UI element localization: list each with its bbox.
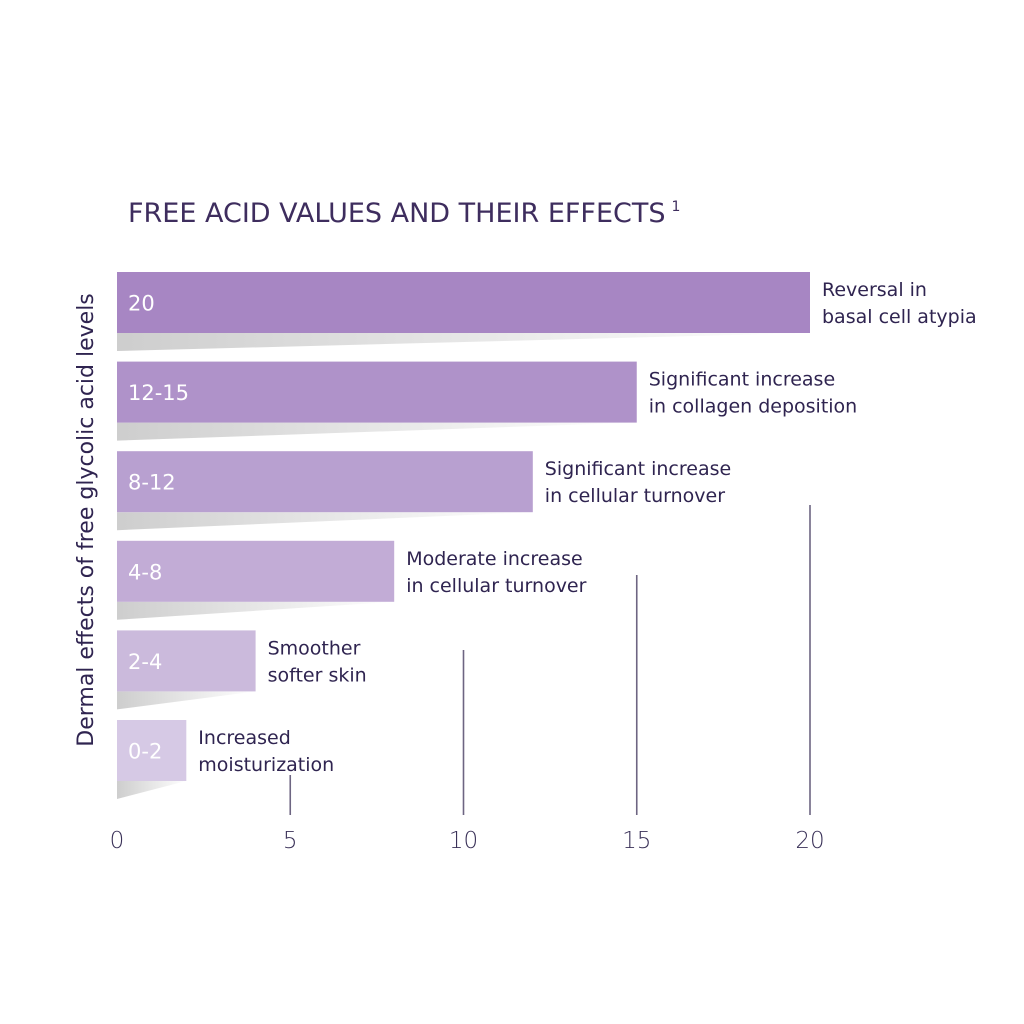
- bar-group: 2-4 Smoother softer skin: [117, 630, 367, 710]
- bar-effect-label: Significant increase in collagen depositi…: [649, 369, 857, 418]
- bars: 20 Reversal in basal cell atypia 12-15 Signi…: [117, 272, 977, 799]
- bar-shadow: [117, 512, 533, 531]
- bar-category-label: 0-2: [128, 740, 162, 764]
- y-axis-label: Dermal effects of free glycolic acid lev…: [74, 293, 99, 747]
- bar: [117, 361, 637, 423]
- bar-category-label: 2-4: [128, 650, 162, 674]
- chart-title: FREE ACID VALUES AND THEIR EFFECTS 1: [128, 198, 680, 229]
- x-tick-label: 10: [449, 828, 478, 854]
- x-tick-label: 5: [283, 828, 298, 854]
- bar-shadow: [117, 601, 395, 620]
- bar-effect-label: Significant increase in cellular turnover: [545, 458, 731, 507]
- bar-group: 20 Reversal in basal cell atypia: [117, 272, 977, 351]
- bar-category-label: 8-12: [128, 471, 176, 495]
- bar-group: 0-2 Increased moisturization: [117, 720, 334, 799]
- bar-group: 4-8 Moderate increase in cellular turnover: [117, 540, 587, 620]
- bar-effect-label: Reversal in basal cell atypia: [822, 279, 977, 328]
- title-superscript: 1: [672, 199, 681, 215]
- x-tick-label: 0: [110, 828, 125, 854]
- bar-effect-label: Smoother softer skin: [268, 637, 367, 686]
- bar-category-label: 4-8: [128, 560, 162, 584]
- bar-effect-label: Moderate increase in cellular turnover: [406, 548, 586, 597]
- bar-group: 8-12 Significant increase in cellular turn…: [117, 451, 731, 531]
- bar-category-label: 12-15: [128, 381, 189, 405]
- bar: [117, 720, 187, 781]
- bar: [117, 451, 533, 513]
- bar-shadow: [117, 333, 810, 351]
- bar-shadow: [117, 422, 637, 441]
- bar-category-label: 20: [128, 292, 155, 316]
- bar-shadow: [117, 691, 256, 710]
- bar: [117, 272, 810, 333]
- bar: [117, 630, 256, 692]
- bar-shadow: [117, 781, 187, 799]
- x-axis-ticks: 0 5 10 15 20: [110, 828, 825, 854]
- bar: [117, 540, 395, 602]
- bar-effect-label: Increased moisturization: [198, 727, 334, 776]
- x-tick-label: 15: [622, 828, 651, 854]
- grid-lines: [289, 505, 811, 815]
- x-tick-label: 20: [795, 828, 824, 854]
- bar-group: 12-15 Significant increase in collagen dep…: [117, 361, 857, 441]
